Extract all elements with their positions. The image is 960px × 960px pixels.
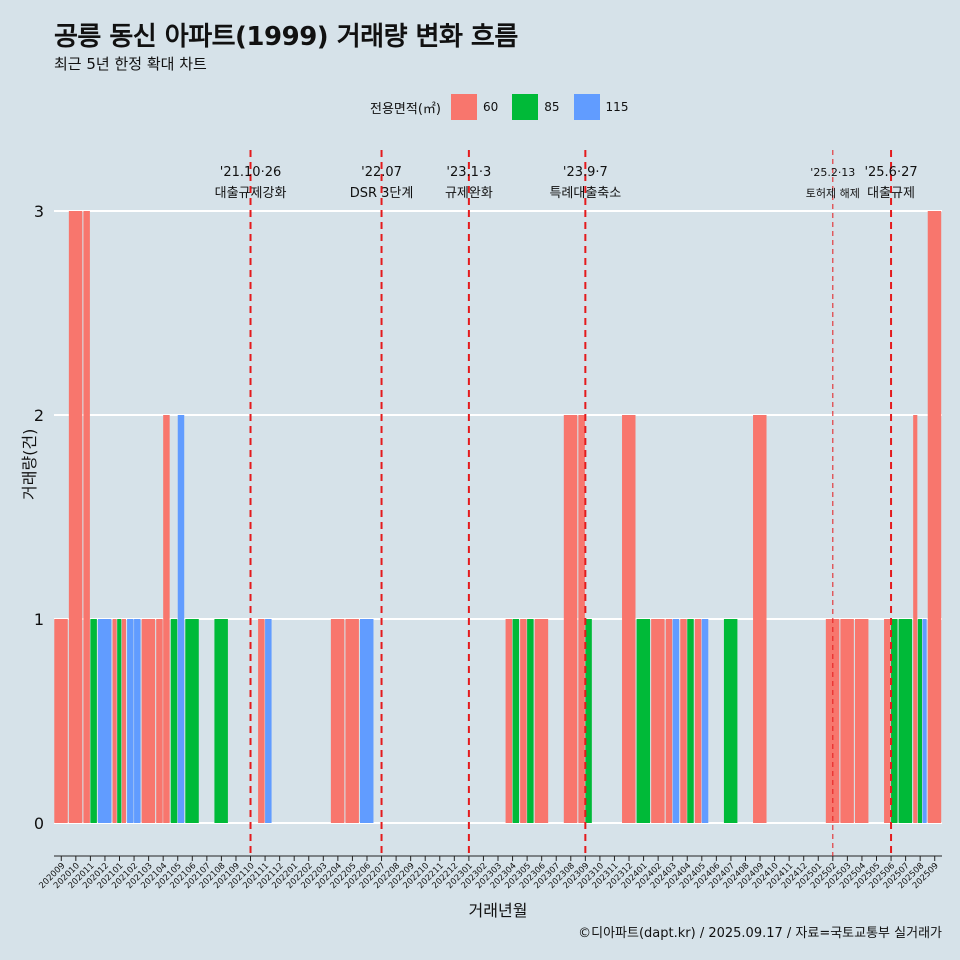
legend-swatch-60	[450, 94, 477, 120]
bar-202404-60	[680, 619, 687, 823]
bar-202308-60	[563, 415, 578, 823]
event-name-label: 토허제 해제	[806, 186, 860, 200]
bar-202309-60	[578, 415, 585, 823]
x-axis-title: 거래년월	[468, 901, 528, 920]
bar-202507-85	[898, 619, 913, 823]
chart-subtitle: 최근 5년 한정 확대 차트	[54, 55, 207, 73]
bar-202405-115	[701, 619, 709, 823]
bar-202009-60	[54, 619, 68, 823]
legend-title: 전용면적(㎡)	[370, 101, 441, 117]
event-date-label: '23.9·7	[563, 165, 608, 180]
bar-202105-85	[170, 619, 178, 823]
legend-item-115: 115	[573, 94, 637, 120]
bar-202205-60	[345, 619, 359, 823]
event-name-label: 대출규제	[867, 186, 915, 201]
bar-202012-115	[97, 619, 112, 823]
y-axis-title: 거래량(건)	[20, 428, 39, 500]
y-tick-label: 1	[34, 610, 44, 629]
event-date-label: '23.1·3	[446, 165, 491, 180]
bar-202403-115	[672, 619, 680, 823]
bar-202111-60	[258, 619, 265, 823]
event-name-label: DSR 3단계	[350, 186, 414, 201]
bar-202403-60	[665, 619, 673, 823]
event-name-label: 규제완화	[445, 186, 493, 201]
legend-item-85: 85	[512, 94, 567, 120]
legend-swatch-115	[573, 94, 600, 120]
bar-202204-60	[330, 619, 345, 823]
bar-202401-85	[636, 619, 651, 823]
bar-202306-60	[534, 619, 549, 823]
bar-202102-115	[134, 619, 141, 823]
bar-202011-60	[83, 211, 90, 823]
bar-202105-115	[177, 415, 185, 823]
bar-202102-115	[127, 619, 134, 823]
event-date-label: '21.10·26	[220, 165, 281, 180]
bar-202108-85	[214, 619, 228, 823]
bar-202402-60	[651, 619, 665, 823]
bar-202111-115	[265, 619, 272, 823]
bar-202101-85	[117, 619, 122, 823]
bar-202106-85	[185, 619, 199, 823]
bar-202404-85	[687, 619, 694, 823]
y-tick-label: 2	[34, 406, 44, 425]
event-date-label: '25.2·13	[810, 166, 855, 179]
bar-202506-85	[891, 619, 898, 823]
bar-202508-115	[922, 619, 927, 823]
legend-label-85: 85	[544, 100, 560, 114]
y-tick-label: 3	[34, 202, 44, 221]
bar-202407-85	[723, 619, 738, 823]
legend-label-115: 115	[605, 100, 629, 114]
legend: 전용면적(㎡) 60 85 115	[370, 93, 642, 121]
chart-title: 공릉 동신 아파트(1999) 거래량 변화 흐름	[54, 22, 518, 52]
event-date-label: '25.6·27	[864, 165, 917, 180]
legend-label-60: 60	[482, 100, 499, 114]
bar-202206-115	[359, 619, 374, 823]
bar-202304-85	[512, 619, 520, 823]
bar-202010-60	[68, 211, 83, 823]
bar-202405-60	[694, 619, 702, 823]
bar-202509-60	[927, 211, 942, 823]
bar-202305-85	[527, 619, 534, 823]
bar-202309-85	[585, 619, 592, 823]
bar-202312-60	[622, 415, 636, 823]
bar-202506-60	[884, 619, 891, 823]
bar-202504-60	[854, 619, 869, 823]
source-caption: ©디아파트(dapt.kr) / 2025.09.17 / 자료=국토교통부 실…	[578, 926, 942, 941]
bar-202101-60	[112, 619, 117, 823]
bar-202103-60	[141, 619, 156, 823]
bar-202104-60	[163, 415, 170, 823]
bar-202104-60	[156, 619, 163, 823]
y-tick-label: 0	[34, 814, 44, 833]
bar-202305-60	[520, 619, 527, 823]
bar-202508-60	[913, 415, 918, 823]
event-date-label: '22.07	[361, 165, 402, 180]
legend-swatch-85	[512, 94, 539, 120]
legend-item-60: 60	[450, 94, 506, 120]
event-name-label: 대출규제강화	[215, 186, 287, 201]
event-name-label: 특례대출축소	[549, 186, 621, 201]
bar-202011-85	[90, 619, 97, 823]
bar-202409-60	[753, 415, 767, 823]
bar-202503-60	[840, 619, 854, 823]
bar-202508-85	[917, 619, 922, 823]
bar-202101-60	[121, 619, 126, 823]
bar-202304-60	[505, 619, 513, 823]
